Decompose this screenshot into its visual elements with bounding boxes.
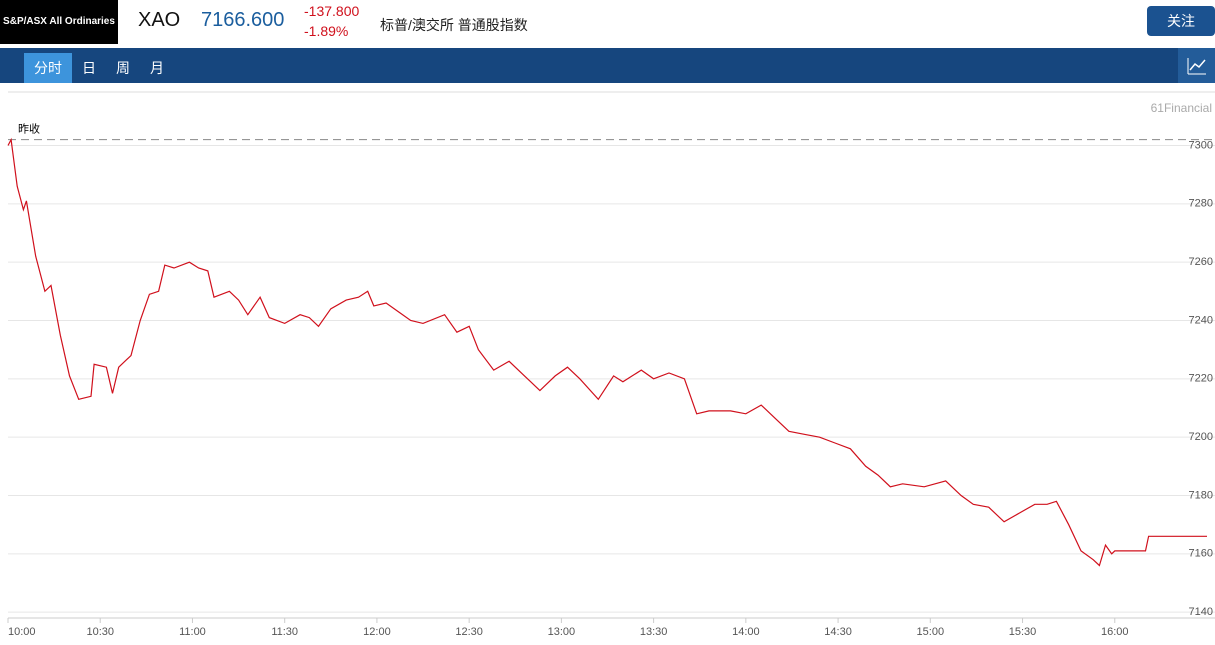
tab[interactable]: 月 [150, 60, 164, 76]
change-pct: -1.89% [304, 23, 349, 39]
y-tick-label: 7140 [1189, 606, 1213, 618]
x-tick-label: 14:00 [732, 626, 760, 638]
y-tick-label: 7240 [1189, 314, 1213, 326]
x-tick-label: 10:30 [86, 626, 114, 638]
x-tick-label: 12:00 [363, 626, 391, 638]
chart-icon[interactable] [1178, 48, 1215, 83]
price-line [7, 137, 1207, 567]
price: 7166.600 [201, 9, 285, 31]
change: -137.800 [304, 3, 360, 19]
header: S&P/ASX All Ordinaries XAO 7166.600 -137… [0, 0, 1215, 44]
icon [1187, 58, 1206, 75]
x-tick-label: 13:00 [548, 626, 576, 638]
y-tick-label: 7220 [1189, 373, 1213, 385]
x-tick-label: 11:30 [271, 626, 298, 638]
watermark: 61Financial [1151, 101, 1212, 115]
y-tick-label: 7200 [1189, 431, 1213, 443]
index-name: 标普/澳交所 普通股指数 [380, 17, 528, 33]
x-tick-label: 13:30 [640, 626, 668, 638]
y-tick-label: 7180 [1189, 489, 1213, 501]
tab[interactable]: 周 [116, 60, 130, 76]
x-tick-label: 14:30 [824, 626, 852, 638]
y-tick-label: 7160 [1189, 548, 1213, 560]
logo: S&P/ASX All Ordinaries [0, 0, 118, 44]
follow-button[interactable]: 关注 [1147, 6, 1215, 36]
x-tick-label: 15:00 [917, 626, 945, 638]
tab-bar: 分时 日 周 月 [0, 48, 1215, 83]
x-tick-label: 16:00 [1101, 626, 1129, 638]
x-tick-label: 15:30 [1009, 626, 1037, 638]
tab[interactable]: 分时 [24, 53, 72, 83]
symbol: XAO [138, 9, 181, 31]
y-tick-label: 7300 [1189, 139, 1213, 151]
x-tick-label: 10:00 [8, 626, 36, 638]
reference-label: 昨收 [18, 122, 40, 136]
y-tick-label: 7280 [1189, 198, 1213, 210]
x-tick-label: 12:30 [455, 626, 483, 638]
x-tick-label: 11:00 [179, 626, 206, 638]
y-tick-label: 7260 [1189, 256, 1213, 268]
tab[interactable]: 日 [82, 60, 96, 76]
